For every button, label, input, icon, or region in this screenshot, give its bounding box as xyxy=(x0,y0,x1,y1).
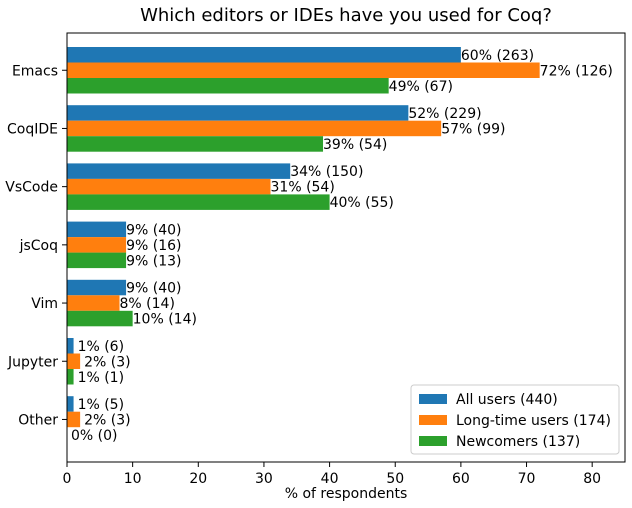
bar-jupyter-series-0 xyxy=(67,338,74,354)
bar-emacs-series-1 xyxy=(67,62,540,78)
bar-jscoq-series-2 xyxy=(67,252,127,269)
bar-vscode-series-0 xyxy=(67,163,291,179)
bar-jupyter-series-2 xyxy=(67,369,74,385)
data-label: 9% (40) xyxy=(126,281,181,297)
legend-entry: All users (440) xyxy=(456,392,558,408)
legend: All users (440) Long-time users (174) Newc… xyxy=(410,384,620,455)
x-tick-label: 80 xyxy=(583,471,601,487)
data-label: 72% (126) xyxy=(540,63,613,79)
data-label: 2% (3) xyxy=(84,412,131,428)
y-tick-label: Emacs xyxy=(12,63,58,79)
bar-jscoq-series-1 xyxy=(67,237,127,253)
data-label: 9% (13) xyxy=(126,253,181,269)
bar-vim-series-0 xyxy=(67,279,127,296)
data-label: 1% (5) xyxy=(78,397,125,413)
data-label: 60% (263) xyxy=(461,48,534,64)
data-label: 52% (229) xyxy=(408,106,481,122)
x-tick-label: 40 xyxy=(321,471,339,487)
legend-swatch xyxy=(419,415,447,425)
data-label: 34% (150) xyxy=(290,164,363,180)
y-tick-label: Vim xyxy=(31,296,58,312)
chart-title: Which editors or IDEs have you used for … xyxy=(140,5,552,26)
bar-coqide-series-1 xyxy=(67,120,442,137)
x-axis-label: % of respondents xyxy=(285,486,408,502)
x-tick-label: 20 xyxy=(189,471,207,487)
x-tick-label: 30 xyxy=(255,471,273,487)
y-tick-label: Jupyter xyxy=(7,354,58,370)
bar-vim-series-1 xyxy=(67,295,120,311)
data-label: 0% (0) xyxy=(71,428,118,444)
x-tick-label: 10 xyxy=(124,471,142,487)
y-tick-label: VsCode xyxy=(5,180,58,196)
data-label: 40% (55) xyxy=(330,195,394,211)
legend-swatch xyxy=(419,394,447,404)
legend-swatch xyxy=(419,436,447,446)
bar-jupyter-series-1 xyxy=(67,353,81,369)
bar-jscoq-series-0 xyxy=(67,221,127,238)
bars-group xyxy=(67,47,540,428)
data-label: 9% (40) xyxy=(126,222,181,238)
bar-vscode-series-2 xyxy=(67,194,330,210)
y-tick-label: jsCoq xyxy=(19,238,58,254)
data-label: 2% (3) xyxy=(84,354,131,370)
data-label: 49% (67) xyxy=(389,79,453,95)
x-axis: 0 10 20 30 40 50 60 70 80 xyxy=(63,462,601,487)
plot-frame xyxy=(66,32,626,463)
y-tick-label: CoqIDE xyxy=(7,121,58,137)
data-label: 39% (54) xyxy=(323,137,387,153)
bar-coqide-series-2 xyxy=(67,136,324,152)
legend-entry: Long-time users (174) xyxy=(456,413,611,429)
y-axis: Emacs CoqIDE VsCode jsCoq Vim Jupyter Other xyxy=(5,63,67,428)
bar-emacs-series-0 xyxy=(67,47,461,63)
x-tick-label: 60 xyxy=(452,471,470,487)
x-tick-label: 0 xyxy=(63,471,72,487)
data-label: 1% (1) xyxy=(78,370,125,386)
data-label: 9% (16) xyxy=(126,238,181,254)
data-label: 57% (99) xyxy=(441,121,505,137)
bar-emacs-series-2 xyxy=(67,78,389,94)
data-label: 31% (54) xyxy=(271,180,335,196)
bar-other-series-1 xyxy=(67,411,81,428)
y-tick-label: Other xyxy=(18,412,58,428)
x-tick-label: 50 xyxy=(386,471,404,487)
data-labels-group: 60% (263) 72% (126) 49% (67) 52% (229)57% (… xyxy=(71,48,613,444)
legend-box xyxy=(410,384,620,455)
legend-entry: Newcomers (137) xyxy=(456,434,580,450)
data-label: 8% (14) xyxy=(120,296,175,312)
bar-other-series-0 xyxy=(67,396,74,412)
data-label: 10% (14) xyxy=(133,312,197,328)
bar-vim-series-2 xyxy=(67,310,133,327)
x-tick-label: 70 xyxy=(518,471,536,487)
data-label: 1% (6) xyxy=(78,339,125,355)
bar-coqide-series-0 xyxy=(67,105,409,121)
bar-vscode-series-1 xyxy=(67,178,271,195)
